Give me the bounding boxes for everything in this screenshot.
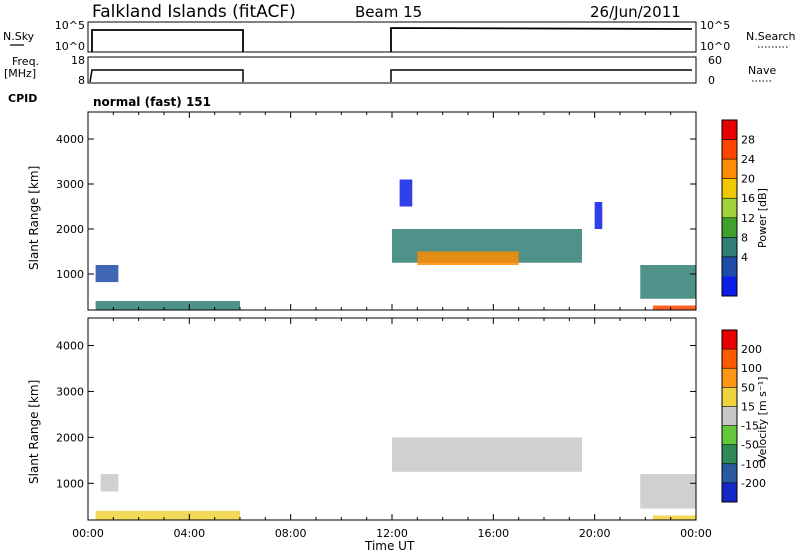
velocity-y-tick-label: 4000 bbox=[56, 340, 84, 353]
x-tick-label: 00:00 bbox=[72, 527, 104, 540]
power-y-tick-label: 4000 bbox=[56, 133, 84, 146]
power-colorbar-tick-label: 16 bbox=[741, 192, 755, 205]
nsky-panel: N.Sky 10^5 10^0 N.Search 10^5 10^0 bbox=[3, 19, 796, 53]
power-colorbar-tick-label: 8 bbox=[741, 231, 748, 244]
nsearch-tick-top: 10^5 bbox=[700, 19, 730, 32]
power-colorbar-swatch bbox=[722, 139, 737, 160]
velocity-echo-region-1 bbox=[95, 510, 240, 520]
power-y-tick-label: 2000 bbox=[56, 223, 84, 236]
cpid-value: normal (fast) 151 bbox=[93, 95, 211, 109]
freq-tick-top: 18 bbox=[71, 54, 85, 67]
velocity-colorbar-swatch bbox=[722, 425, 737, 446]
beam-title: Beam 15 bbox=[355, 3, 422, 21]
x-tick-label: 16:00 bbox=[477, 527, 509, 540]
freq-panel: Freq. [MHz] 18 8 Nave 60 0 bbox=[4, 54, 776, 87]
velocity-colorbar-tick-label: -50 bbox=[741, 439, 759, 452]
power-colorbar-tick-label: 4 bbox=[741, 251, 748, 264]
power-panel-frame bbox=[87, 111, 697, 311]
power-colorbar-tick-label: 20 bbox=[741, 173, 755, 186]
power-echo-region-3 bbox=[417, 251, 519, 265]
velocity-echo-region-4 bbox=[652, 515, 696, 520]
velocity-colorbar-swatch bbox=[722, 349, 737, 369]
velocity-y-tick-label: 2000 bbox=[56, 431, 84, 444]
nsky-tick-top: 10^5 bbox=[55, 19, 85, 32]
velocity-echo-region-3 bbox=[640, 474, 696, 509]
power-colorbar-swatch bbox=[722, 159, 737, 180]
velocity-y-tick-label: 3000 bbox=[56, 385, 84, 398]
velocity-colorbar-label: Velocity [m s⁻¹] bbox=[756, 377, 769, 462]
power-colorbar-swatch bbox=[722, 198, 737, 219]
velocity-colorbar-swatch bbox=[722, 463, 737, 484]
velocity-panel-frame bbox=[87, 317, 697, 521]
freq-unit-label: [MHz] bbox=[4, 67, 36, 80]
velocity-colorbar-tick-label: -100 bbox=[741, 458, 766, 471]
velocity-colorbar-tick-label: 100 bbox=[741, 362, 762, 375]
nave-label: Nave bbox=[748, 64, 776, 77]
power-colorbar-swatch bbox=[722, 217, 737, 238]
power-echo-region-7 bbox=[652, 305, 696, 310]
power-echo-region-6 bbox=[640, 265, 696, 299]
nave-tick-bottom: 0 bbox=[708, 74, 715, 87]
velocity-colorbar-frame bbox=[721, 329, 738, 503]
power-y-axis-label: Slant Range [km] bbox=[27, 166, 41, 270]
velocity-echo-region-0 bbox=[100, 474, 119, 492]
power-echo-region-0 bbox=[95, 265, 119, 283]
power-colorbar-swatch bbox=[722, 237, 737, 258]
velocity-colorbar: 200 100 50 15 -15 -50 -100 -200 bbox=[721, 329, 766, 503]
x-tick-label: 20:00 bbox=[579, 527, 611, 540]
power-colorbar-tick-label: 28 bbox=[741, 134, 755, 147]
velocity-y-axis-label: Slant Range [km] bbox=[27, 380, 41, 484]
x-axis-label: Time UT bbox=[364, 539, 415, 553]
velocity-colorbar-tick-label: 200 bbox=[741, 343, 762, 356]
power-colorbar-tick-label: 12 bbox=[741, 212, 755, 225]
power-colorbar-swatch bbox=[722, 120, 737, 141]
station-title: Falkland Islands (fitACF) bbox=[92, 2, 296, 22]
velocity-colorbar-tick-label: 15 bbox=[741, 400, 755, 413]
velocity-colorbar-swatch bbox=[722, 444, 737, 465]
cpid-label: CPID bbox=[8, 92, 37, 105]
velocity-y-tick-label: 1000 bbox=[56, 477, 84, 490]
velocity-colorbar-swatch bbox=[722, 387, 737, 407]
nave-tick-top: 60 bbox=[708, 54, 722, 67]
x-axis-ticks: 00:00 04:00 08:00 12:00 16:00 20:00 00:00 bbox=[72, 527, 712, 540]
power-echo-region-4 bbox=[399, 179, 413, 207]
x-tick-label: 12:00 bbox=[376, 527, 408, 540]
freq-label: Freq. bbox=[12, 55, 39, 68]
power-colorbar-label: Power [dB] bbox=[756, 188, 769, 248]
power-y-tick-label: 1000 bbox=[56, 268, 84, 281]
velocity-colorbar-tick-label: -200 bbox=[741, 477, 766, 490]
power-panel: 1000 2000 3000 4000 bbox=[56, 111, 697, 311]
x-tick-label: 08:00 bbox=[275, 527, 307, 540]
power-colorbar-frame bbox=[721, 119, 738, 297]
velocity-colorbar-swatch bbox=[722, 482, 737, 503]
power-colorbar-swatch bbox=[722, 256, 737, 277]
nsky-label: N.Sky bbox=[3, 30, 35, 43]
power-colorbar-tick-label: 24 bbox=[741, 153, 755, 166]
x-tick-label: 00:00 bbox=[680, 527, 712, 540]
power-echo-region-1 bbox=[95, 301, 240, 310]
freq-tick-bottom: 8 bbox=[78, 74, 85, 87]
velocity-echo-region-2 bbox=[392, 437, 582, 472]
nsearch-tick-bottom: 10^0 bbox=[700, 40, 730, 53]
power-colorbar: 28 24 20 16 12 8 4 bbox=[721, 119, 755, 297]
date-title: 26/Jun/2011 bbox=[590, 3, 681, 21]
power-echo-region-5 bbox=[594, 202, 603, 229]
velocity-panel: 1000 2000 3000 4000 bbox=[56, 317, 697, 521]
nsky-tick-bottom: 10^0 bbox=[55, 40, 85, 53]
velocity-colorbar-tick-label: -15 bbox=[741, 420, 759, 433]
power-colorbar-swatch bbox=[722, 276, 737, 297]
nsearch-label: N.Search bbox=[746, 30, 796, 43]
velocity-colorbar-swatch bbox=[722, 368, 737, 388]
velocity-colorbar-swatch bbox=[722, 406, 737, 427]
power-y-tick-label: 3000 bbox=[56, 178, 84, 191]
power-colorbar-swatch bbox=[722, 178, 737, 199]
velocity-colorbar-tick-label: 50 bbox=[741, 381, 755, 394]
x-tick-label: 04:00 bbox=[173, 527, 205, 540]
velocity-colorbar-swatch bbox=[722, 330, 737, 350]
